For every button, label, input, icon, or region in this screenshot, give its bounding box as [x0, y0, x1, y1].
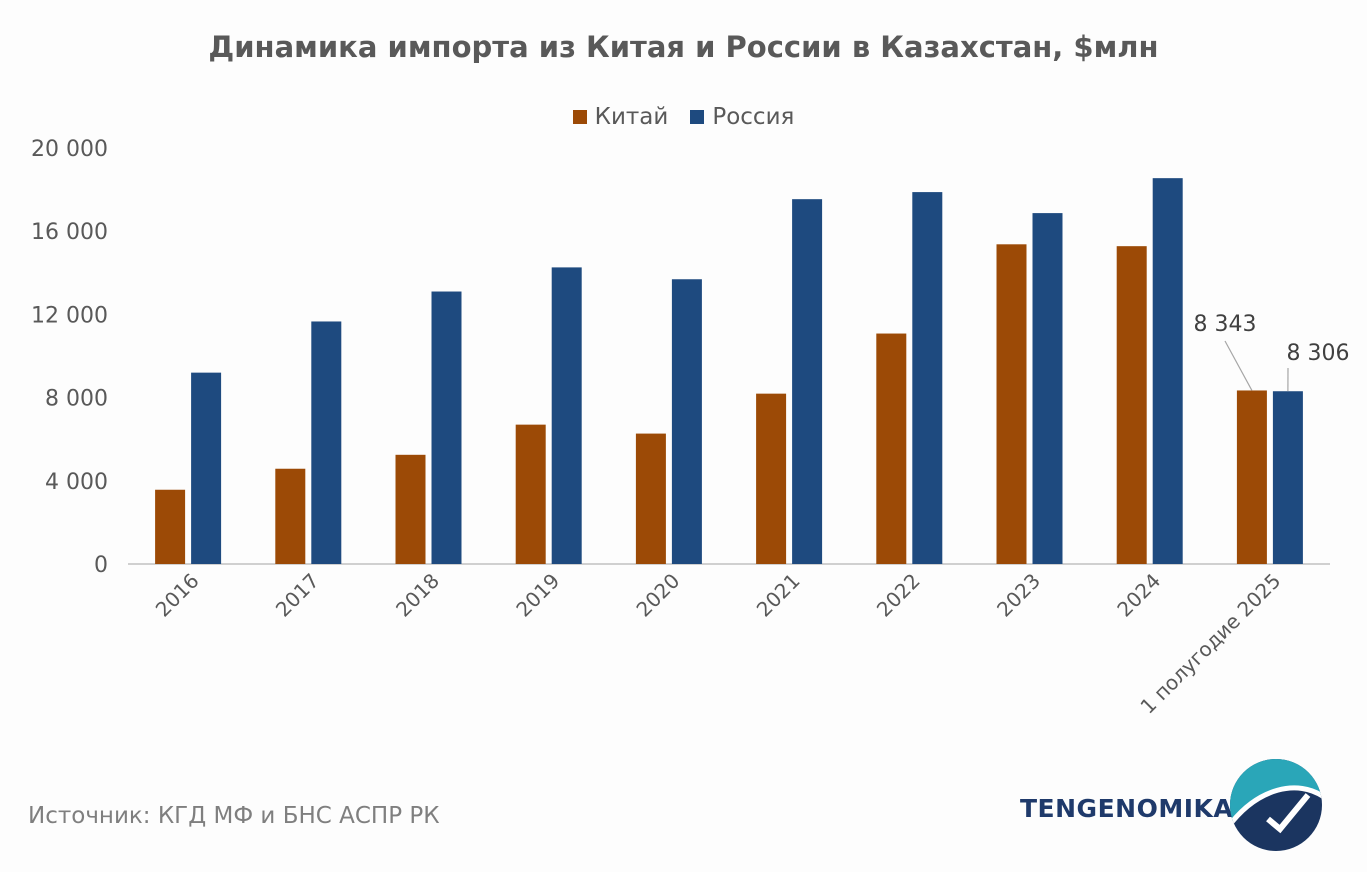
bar-russia — [1272, 391, 1303, 564]
bar-russia — [551, 267, 582, 564]
x-tick-label: 2020 — [631, 569, 684, 622]
legend-item-china: Китай — [572, 104, 669, 130]
bar-china — [155, 489, 186, 564]
x-tick-label: 2021 — [752, 569, 805, 622]
bar-china — [635, 433, 666, 564]
brand-name: TENGENOMIKA — [1020, 794, 1234, 823]
y-tick-label: 20 000 — [31, 137, 108, 162]
x-tick-label: 2019 — [511, 569, 564, 622]
bar-russia — [1152, 178, 1183, 564]
bar-china — [515, 424, 546, 564]
bar-russia — [912, 192, 943, 564]
bar-china — [1116, 246, 1147, 564]
chart-title: Динамика импорта из Китая и России в Каз… — [208, 30, 1159, 64]
x-tick-label: 2017 — [271, 569, 324, 622]
bar-china — [275, 468, 306, 564]
y-tick-label: 4 000 — [45, 470, 108, 495]
bar-russia — [191, 372, 222, 564]
x-tick-label: 2022 — [872, 569, 925, 622]
legend-swatch-china — [572, 110, 587, 124]
bar-china — [996, 244, 1027, 564]
bar-russia — [431, 291, 462, 564]
data-label: 8 306 — [1287, 341, 1350, 366]
bar-russia — [1032, 213, 1063, 564]
legend-swatch-russia — [690, 110, 705, 124]
brand-logo-icon — [1230, 759, 1322, 851]
legend: Китай Россия — [0, 104, 1367, 130]
bar-china — [756, 393, 787, 564]
y-tick-label: 8 000 — [45, 387, 108, 412]
bar-china — [876, 333, 907, 564]
bar-russia — [311, 321, 342, 564]
data-label-leader — [1224, 340, 1253, 391]
legend-item-russia: Россия — [690, 104, 794, 130]
bar-russia — [671, 279, 702, 564]
y-tick-label: 0 — [94, 553, 108, 578]
x-tick-label: 2024 — [1112, 569, 1165, 622]
bar-russia — [792, 199, 823, 564]
source-note: Источник: КГД МФ и БНС АСПР РК — [28, 803, 440, 829]
legend-label-china: Китай — [594, 104, 669, 130]
x-tick-label: 2023 — [992, 569, 1045, 622]
x-tick-label: 2018 — [391, 569, 444, 622]
bar-china — [1236, 390, 1267, 564]
y-tick-label: 16 000 — [31, 220, 108, 245]
bar-china — [395, 454, 426, 564]
y-tick-label: 12 000 — [31, 303, 108, 328]
legend-label-russia: Россия — [712, 104, 795, 130]
x-tick-label: 2016 — [151, 569, 204, 622]
data-label: 8 343 — [1194, 312, 1257, 337]
